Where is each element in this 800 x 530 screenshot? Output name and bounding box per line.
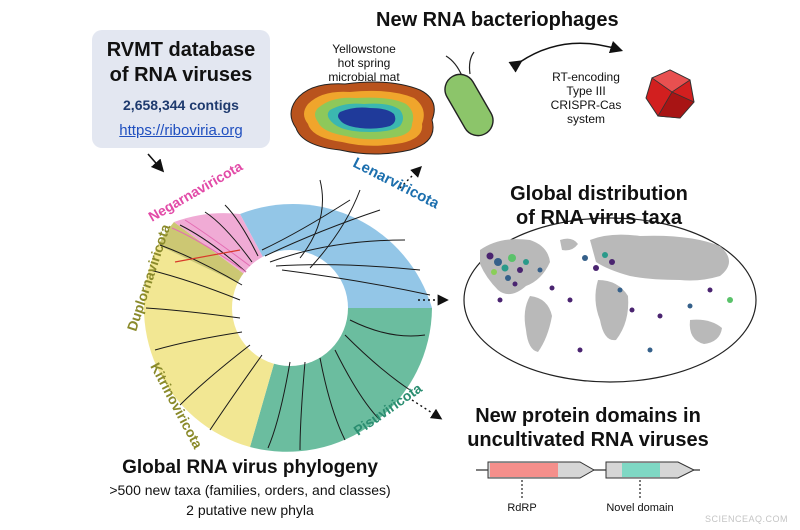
site-line2: hot spring [337,56,391,70]
system-line4: system [566,112,605,126]
site-label: Yellowstone hot spring microbial mat [314,42,414,84]
arrow-to-domains [411,399,443,420]
protein-domain-diagram [476,461,700,500]
database-contigs: 2,658,344 contigs [123,97,239,113]
database-title-line1: RVMT database [106,39,256,61]
phylogeny-line2: 2 putative new phyla [186,502,314,518]
database-box: RVMT database of RNA viruses 2,658,344 c… [92,30,270,148]
domains-title: New protein domains in uncultivated RNA … [438,404,738,452]
site-line3: microbial mat [328,70,400,84]
crispr-system-label: RT-encoding Type III CRISPR-Cas system [536,70,636,126]
distribution-title: Global distribution of RNA virus taxa [474,182,724,230]
label-lenarviricota: Lenarviricota [350,154,442,212]
domains-title-line1: New protein domains in [475,405,701,427]
microbial-mat-illustration [290,81,435,155]
interaction-arrow [508,40,624,73]
site-line1: Yellowstone [332,42,396,56]
phylogeny-title: Global RNA virus phylogeny [122,457,378,478]
system-line1: RT-encoding [552,70,620,84]
database-title-line2: of RNA viruses [109,64,253,86]
database-url-link[interactable]: https://riboviria.org [119,122,243,139]
system-line3: CRISPR-Cas [550,98,622,112]
phylogeny-section: Global RNA virus phylogeny >500 new taxa… [80,456,420,520]
domains-title-line2: uncultivated RNA viruses [467,429,709,451]
distribution-title-line2: of RNA virus taxa [516,207,682,229]
novel-domain-label: Novel domain [606,502,674,514]
world-map [463,217,757,383]
distribution-title-line1: Global distribution [510,183,688,205]
phage-icon [645,69,695,119]
bacterium-illustration [444,51,494,137]
system-line2: Type III [566,84,606,98]
phylogeny-line1: >500 new taxa (families, orders, and cla… [109,482,391,498]
bacteriophages-title: New RNA bacteriophages [376,9,619,31]
watermark: SCIENCEAQ.COM [704,514,788,524]
database-arrow [147,153,165,173]
rdrp-label: RdRP [507,502,537,514]
phylogenetic-tree [143,179,432,452]
